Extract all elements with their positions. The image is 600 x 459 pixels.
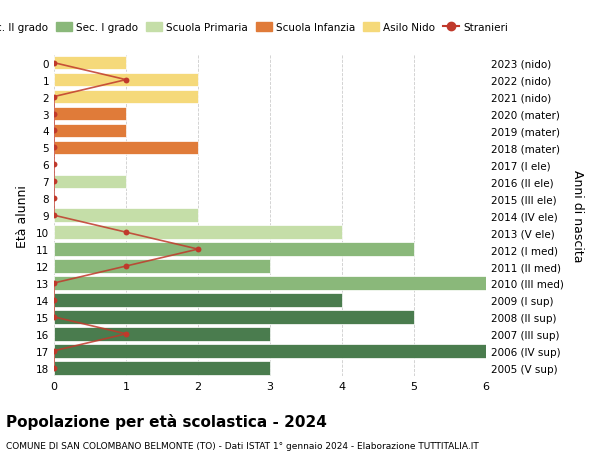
Point bbox=[49, 195, 59, 202]
Bar bbox=[54, 141, 198, 155]
Bar bbox=[54, 90, 198, 104]
Text: COMUNE DI SAN COLOMBANO BELMONTE (TO) - Dati ISTAT 1° gennaio 2024 - Elaborazion: COMUNE DI SAN COLOMBANO BELMONTE (TO) - … bbox=[6, 441, 479, 450]
Bar bbox=[54, 361, 270, 375]
Bar bbox=[54, 344, 486, 358]
Point bbox=[121, 229, 131, 236]
Bar bbox=[54, 107, 126, 121]
Point bbox=[193, 246, 203, 253]
Point bbox=[49, 161, 59, 168]
Y-axis label: Età alunni: Età alunni bbox=[16, 185, 29, 247]
Bar bbox=[54, 226, 342, 240]
Bar bbox=[54, 260, 270, 273]
Y-axis label: Anni di nascita: Anni di nascita bbox=[571, 169, 584, 262]
Point bbox=[49, 280, 59, 287]
Point bbox=[49, 60, 59, 67]
Point bbox=[49, 212, 59, 219]
Point bbox=[49, 178, 59, 185]
Bar bbox=[54, 74, 198, 87]
Point bbox=[49, 297, 59, 304]
Bar bbox=[54, 310, 414, 324]
Point bbox=[121, 330, 131, 338]
Bar bbox=[54, 57, 126, 70]
Bar bbox=[54, 277, 486, 290]
Bar bbox=[54, 327, 270, 341]
Point bbox=[121, 77, 131, 84]
Point bbox=[49, 111, 59, 118]
Text: Popolazione per età scolastica - 2024: Popolazione per età scolastica - 2024 bbox=[6, 413, 327, 429]
Bar bbox=[54, 124, 126, 138]
Point bbox=[49, 94, 59, 101]
Point bbox=[49, 347, 59, 355]
Point bbox=[49, 364, 59, 372]
Bar bbox=[54, 243, 414, 256]
Bar bbox=[54, 209, 198, 223]
Bar bbox=[54, 175, 126, 189]
Legend: Sec. II grado, Sec. I grado, Scuola Primaria, Scuola Infanzia, Asilo Nido, Stran: Sec. II grado, Sec. I grado, Scuola Prim… bbox=[0, 18, 512, 37]
Point bbox=[121, 263, 131, 270]
Bar bbox=[54, 293, 342, 307]
Point bbox=[49, 313, 59, 321]
Point bbox=[49, 145, 59, 152]
Point bbox=[49, 128, 59, 135]
